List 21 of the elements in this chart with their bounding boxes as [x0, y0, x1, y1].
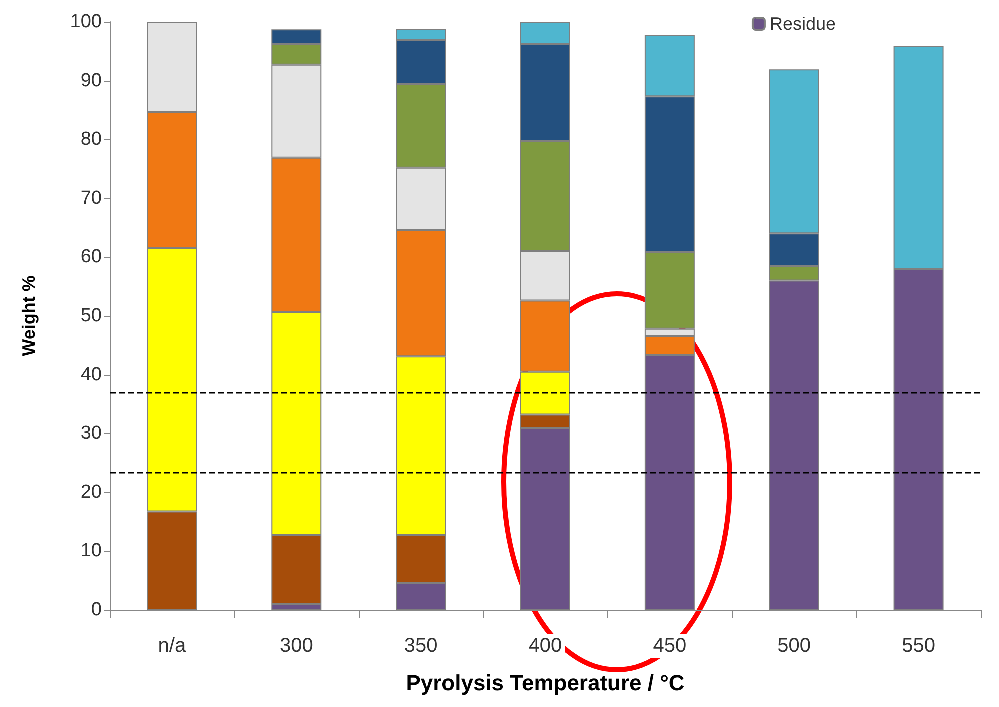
x-tick-label: 350 [404, 635, 438, 657]
y-tick-label: 70 [80, 188, 102, 209]
y-tick-label: 80 [80, 129, 102, 150]
y-tick-label: 0 [91, 600, 102, 620]
x-tick-label: 500 [778, 635, 812, 657]
x-tick-label: n/a [158, 635, 187, 657]
y-tick-label: 50 [80, 306, 102, 326]
legend-label: Residue [770, 14, 836, 34]
y-tick-label: 20 [80, 482, 102, 503]
x-tick-label: 450 [653, 635, 687, 657]
y-tick-label: 40 [80, 364, 102, 386]
x-tick-label: 550 [902, 635, 936, 657]
y-tick-label: 60 [80, 246, 102, 268]
x-tick-label: 300 [280, 635, 314, 657]
y-tick-label: 90 [80, 70, 102, 92]
y-tick-label: 30 [80, 423, 102, 444]
y-tick-label: 100 [70, 12, 102, 32]
x-axis-title: Pyrolysis Temperature / °C [406, 670, 685, 696]
x-tick-label: 400 [528, 635, 562, 657]
y-tick-label: 10 [80, 540, 102, 562]
y-axis-title: Weight % [19, 276, 39, 356]
